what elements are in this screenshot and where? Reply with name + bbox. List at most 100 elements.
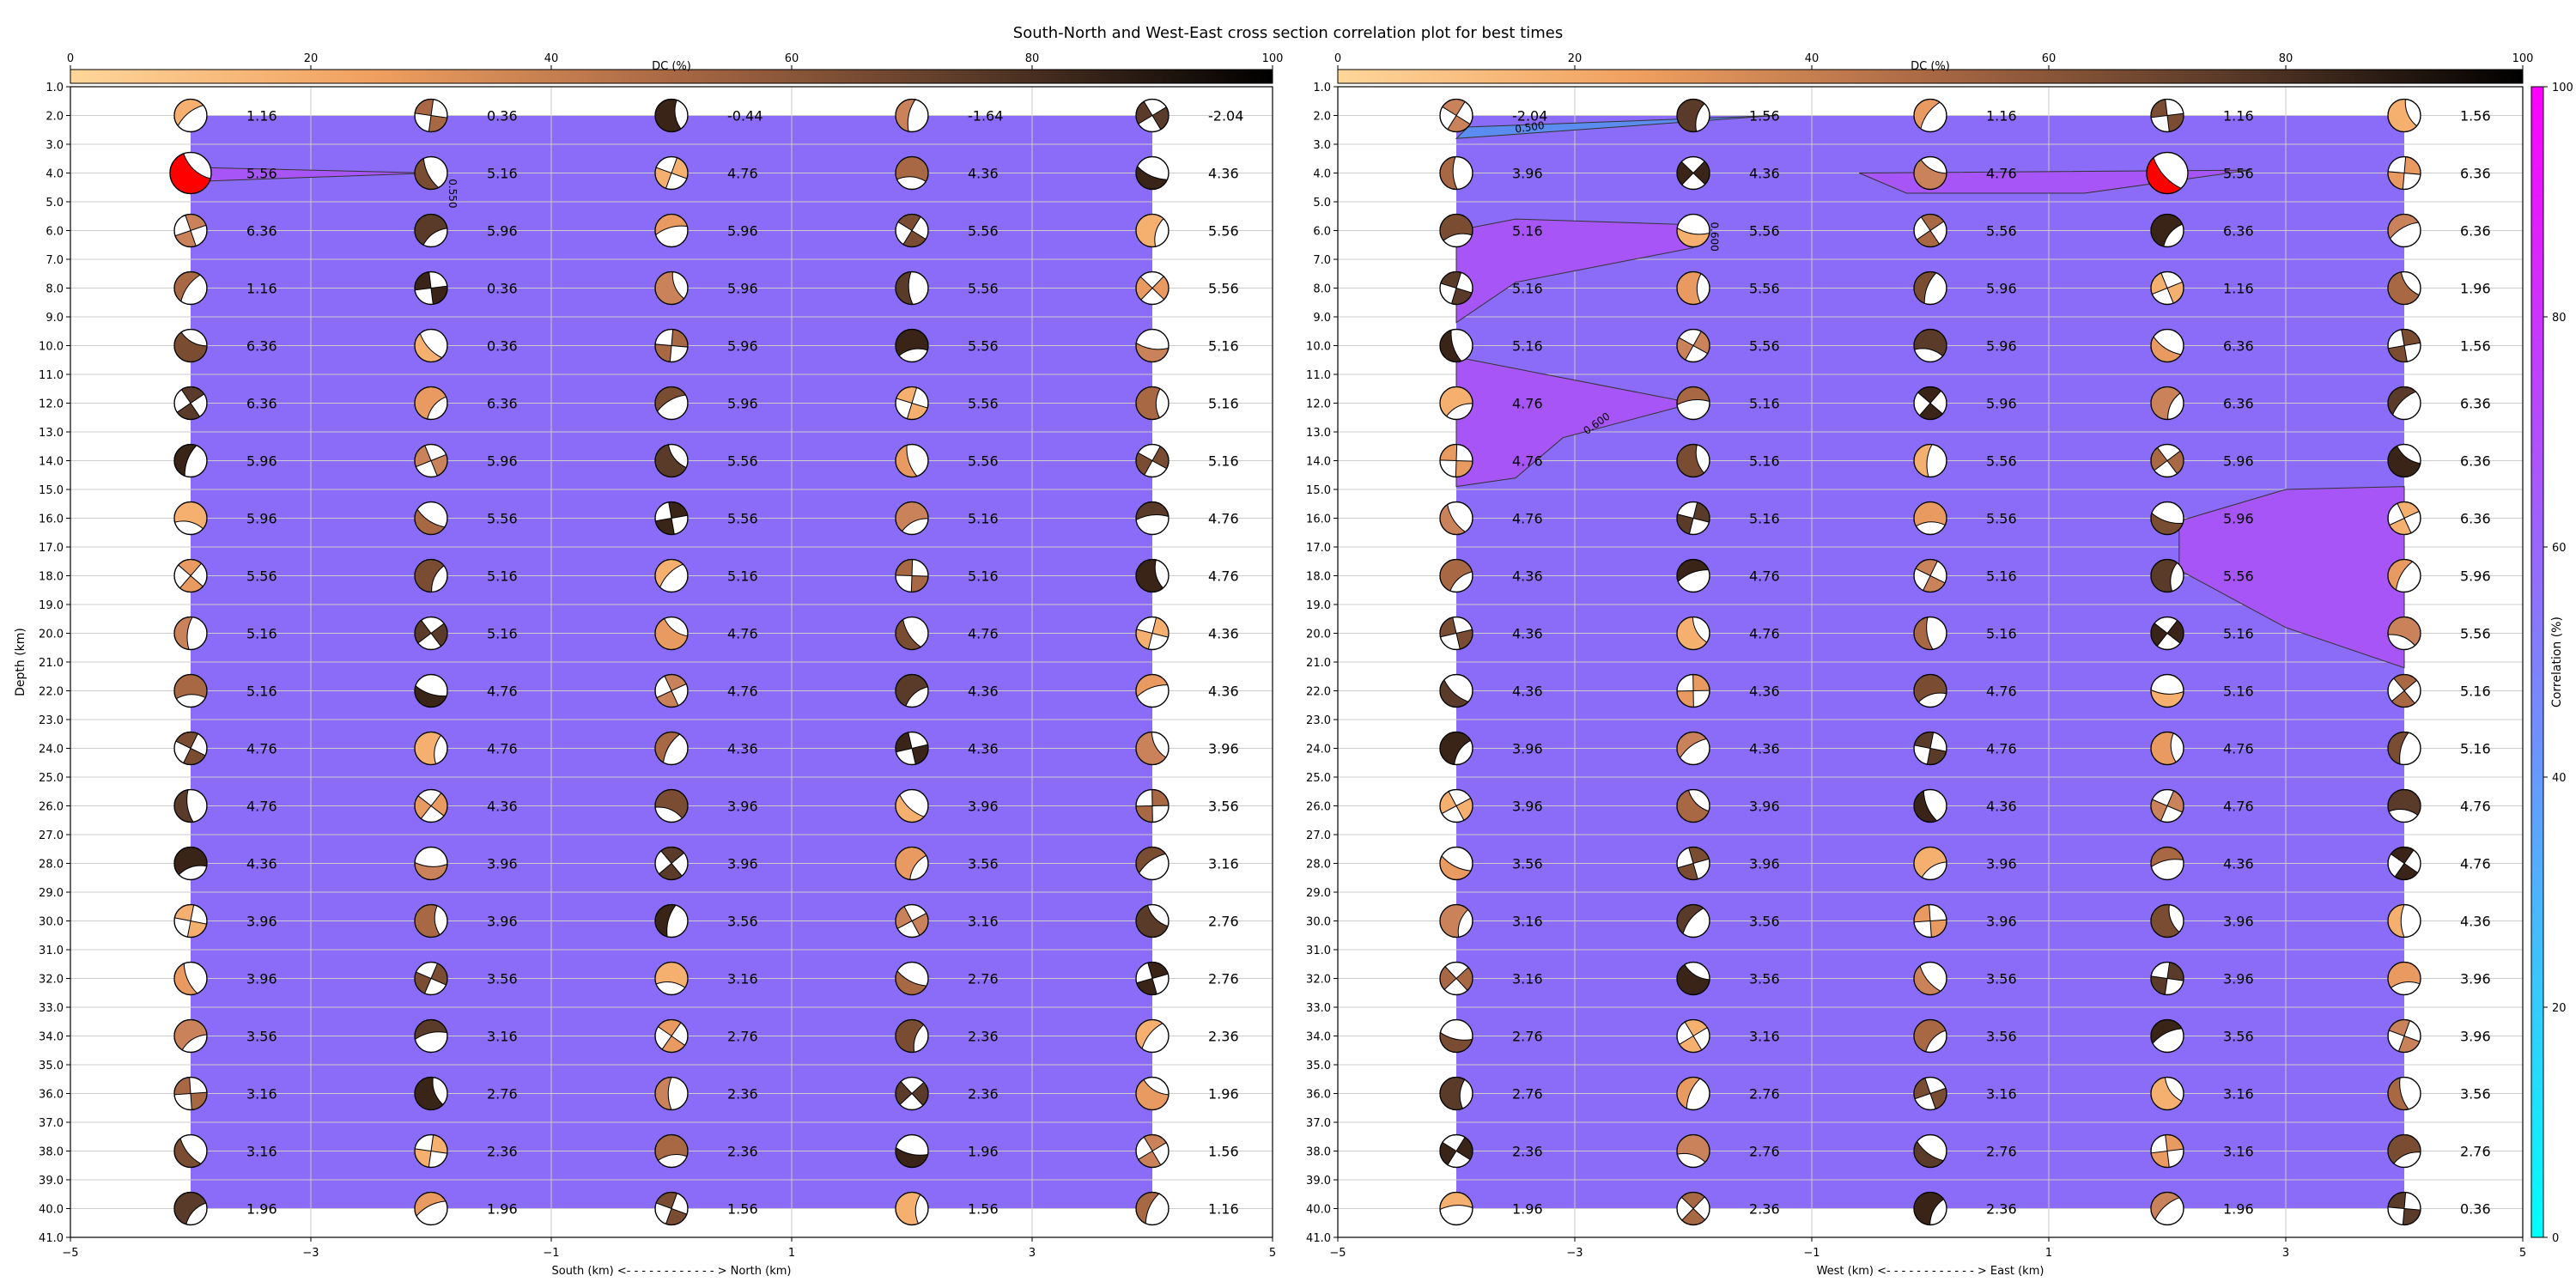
beachball-rim bbox=[414, 903, 448, 939]
beachball-rim bbox=[1913, 98, 1947, 133]
time-label: 3.16 bbox=[727, 971, 758, 987]
beachball-rim bbox=[2146, 151, 2189, 195]
beachball-rim bbox=[2387, 788, 2421, 823]
time-label: 5.96 bbox=[727, 223, 758, 240]
beachball bbox=[654, 501, 689, 536]
beachball-rim bbox=[895, 788, 929, 823]
beachball bbox=[654, 788, 689, 823]
y-tick-label: 31.0 bbox=[1306, 945, 1331, 957]
beachball-rim bbox=[654, 155, 689, 191]
beachball bbox=[1439, 501, 1473, 536]
beachball-rim bbox=[1676, 616, 1710, 651]
beachball-rim bbox=[654, 731, 689, 766]
y-tick-label: 36.0 bbox=[39, 1089, 64, 1102]
beachball-rim bbox=[2150, 961, 2184, 996]
time-label: -0.44 bbox=[727, 108, 762, 125]
y-tick-label: 32.0 bbox=[39, 974, 64, 987]
x-tick-label: 1 bbox=[788, 1247, 795, 1260]
beachball-rim bbox=[2150, 673, 2184, 708]
beachball bbox=[414, 328, 448, 363]
beachball bbox=[2150, 1076, 2184, 1111]
y-tick-label: 10.0 bbox=[1306, 341, 1331, 354]
beachball-rim bbox=[1913, 270, 1947, 306]
y-tick-label: 38.0 bbox=[39, 1146, 64, 1159]
beachball bbox=[1439, 846, 1473, 881]
beachball bbox=[654, 903, 689, 939]
beachball bbox=[414, 846, 448, 881]
y-tick-label: 3.0 bbox=[46, 139, 64, 152]
beachball bbox=[2150, 673, 2184, 708]
beachball-rim bbox=[173, 558, 208, 593]
time-label: 4.76 bbox=[2223, 741, 2254, 757]
y-tick-label: 28.0 bbox=[39, 859, 64, 872]
y-tick-label: 32.0 bbox=[1306, 974, 1331, 987]
time-label: 6.36 bbox=[2223, 396, 2254, 412]
dc-tick-label: 0 bbox=[67, 52, 74, 65]
beachball bbox=[1676, 616, 1710, 651]
time-label: 3.56 bbox=[968, 856, 999, 872]
beachball bbox=[1135, 443, 1170, 478]
beachball-rim bbox=[1676, 903, 1710, 939]
x-tick-label: −1 bbox=[1803, 1247, 1820, 1260]
beachball-rim bbox=[1913, 558, 1947, 593]
time-label: 5.16 bbox=[487, 568, 518, 585]
time-label: 0.36 bbox=[487, 338, 518, 355]
beachball bbox=[654, 558, 689, 593]
time-label: 5.56 bbox=[2223, 568, 2254, 585]
time-label: 5.96 bbox=[246, 453, 277, 470]
time-label: 4.36 bbox=[1749, 683, 1780, 700]
beachball-rim bbox=[654, 1191, 689, 1226]
beachball-rim bbox=[654, 788, 689, 823]
time-label: 1.16 bbox=[246, 281, 277, 297]
y-tick-label: 13.0 bbox=[1306, 427, 1331, 440]
beachball-rim bbox=[1439, 443, 1473, 478]
x-tick-label: 3 bbox=[1029, 1247, 1036, 1260]
time-label: 5.56 bbox=[2460, 626, 2491, 642]
beachball-rim bbox=[895, 673, 929, 708]
contour-label: 0.550 bbox=[447, 179, 459, 208]
y-tick-label: 17.0 bbox=[39, 542, 64, 555]
beachball-rim bbox=[2387, 1076, 2421, 1111]
time-label: 3.96 bbox=[1208, 741, 1239, 757]
time-label: 4.36 bbox=[487, 799, 518, 815]
beachball bbox=[654, 731, 689, 766]
beachball bbox=[895, 788, 929, 823]
beachball bbox=[1913, 98, 1947, 133]
time-label: 5.96 bbox=[2460, 568, 2491, 585]
beachball bbox=[1135, 98, 1170, 133]
beachball bbox=[1135, 1076, 1170, 1111]
beachball-rim bbox=[2150, 1133, 2184, 1169]
beachball-rim bbox=[895, 846, 929, 881]
beachball-rim bbox=[2387, 501, 2421, 536]
beachball-rim bbox=[2150, 616, 2184, 651]
beachball bbox=[1439, 1076, 1473, 1111]
beachball-rim bbox=[173, 98, 208, 133]
beachball-rim bbox=[654, 903, 689, 939]
beachball-rim bbox=[2387, 903, 2421, 939]
y-tick-label: 4.0 bbox=[46, 168, 64, 181]
time-label: 5.16 bbox=[1512, 338, 1543, 355]
time-label: 3.16 bbox=[1749, 1029, 1780, 1045]
y-tick-label: 15.0 bbox=[39, 484, 64, 497]
beachball-rim bbox=[1135, 501, 1170, 536]
y-tick-label: 9.0 bbox=[46, 312, 64, 325]
beachball bbox=[173, 270, 208, 306]
beachball-rim bbox=[1913, 328, 1947, 363]
y-tick-label: 6.0 bbox=[46, 226, 64, 239]
beachball bbox=[895, 328, 929, 363]
time-label: 0.36 bbox=[2460, 1201, 2491, 1218]
y-tick-label: 20.0 bbox=[1306, 629, 1331, 641]
y-tick-label: 6.0 bbox=[1313, 226, 1331, 239]
beachball bbox=[1913, 903, 1947, 939]
beachball bbox=[414, 1133, 448, 1169]
y-tick-label: 37.0 bbox=[39, 1117, 64, 1130]
time-label: 3.56 bbox=[2223, 1029, 2254, 1045]
beachball bbox=[1676, 903, 1710, 939]
x-tick-label: 3 bbox=[2282, 1247, 2289, 1260]
beachball-rim bbox=[414, 558, 448, 593]
beachball-compression bbox=[2150, 99, 2168, 118]
beachball-rim bbox=[1135, 1018, 1170, 1054]
correlation-tick-label: 100 bbox=[2552, 82, 2573, 94]
beachball bbox=[1913, 788, 1947, 823]
beachball-rim bbox=[2387, 155, 2421, 191]
